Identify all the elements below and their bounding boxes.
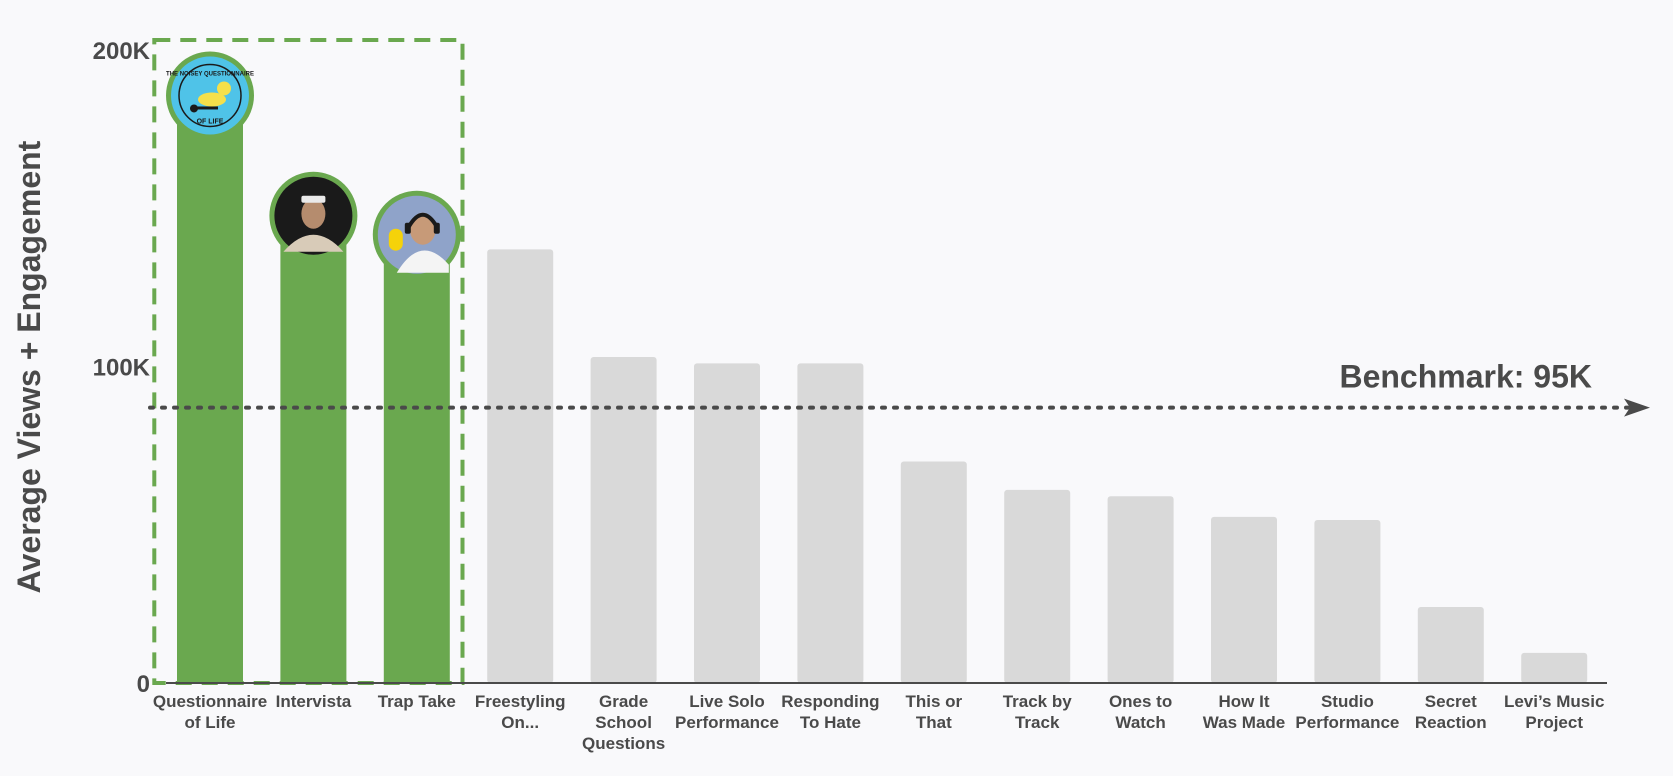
- category-label: Secret Reaction: [1415, 692, 1487, 732]
- bars-group: [177, 97, 1588, 684]
- benchmark-arrowhead: [1624, 398, 1650, 417]
- y-tick-group: 0 100K 200K: [93, 38, 151, 698]
- category-label-line: Studio: [1321, 692, 1374, 711]
- bar: [694, 363, 760, 683]
- bar: [487, 249, 554, 683]
- bar: [280, 217, 347, 683]
- logo-text-top: THE NOISEY QUESTIONNAIRE: [166, 71, 254, 77]
- category-label-line: Secret: [1425, 692, 1477, 711]
- y-tick-label: 200K: [93, 38, 151, 65]
- category-label-line: Freestyling: [475, 692, 566, 711]
- benchmark-label: Benchmark: 95K: [1339, 359, 1592, 395]
- category-label-line: This or: [905, 692, 962, 711]
- bar: [1417, 607, 1484, 683]
- intervista-person-thumbnail-icon: [269, 171, 358, 260]
- category-label-line: Levi’s Music: [1504, 692, 1604, 711]
- bar: [797, 363, 864, 683]
- y-tick-label: 0: [137, 671, 150, 698]
- trap-take-person-thumbnail-icon: [372, 190, 461, 279]
- y-axis-label: Average Views + Engagement: [11, 140, 47, 593]
- category-label: Live Solo Performance: [675, 692, 779, 732]
- category-label: Ones to Watch: [1109, 692, 1172, 732]
- category-label-line: Performance: [1295, 713, 1399, 732]
- thumbnails-group: THE NOISEY QUESTIONNAIRE OF LIFE: [166, 51, 461, 279]
- category-label-line: Questionnaire: [153, 692, 267, 711]
- category-label-line: Performance: [675, 713, 779, 732]
- category-label-line: Track: [1015, 713, 1060, 732]
- bar: [1004, 489, 1071, 683]
- category-label-line: Grade: [599, 692, 648, 711]
- y-tick-label: 100K: [93, 355, 151, 382]
- category-label-line: Trap Take: [378, 692, 456, 711]
- category-label-line: That: [916, 713, 952, 732]
- bar: [177, 97, 243, 684]
- category-label-line: To Hate: [800, 713, 861, 732]
- category-label-line: Responding: [781, 692, 879, 711]
- benchmark-group: Benchmark: 95K: [148, 359, 1650, 417]
- category-label: This or That: [905, 692, 962, 732]
- category-label: Intervista: [276, 692, 352, 711]
- bar: [590, 357, 657, 683]
- category-label-line: Questions: [582, 734, 665, 753]
- category-label-line: Project: [1525, 713, 1583, 732]
- logo-text-bottom: OF LIFE: [197, 118, 224, 125]
- category-label: How It Was Made: [1203, 692, 1286, 732]
- category-label-line: Intervista: [276, 692, 352, 711]
- bar: [900, 461, 967, 683]
- category-label-line: Reaction: [1415, 713, 1487, 732]
- category-label-line: How It: [1219, 692, 1270, 711]
- category-label: Levi’s Music Project: [1504, 692, 1604, 732]
- category-label: Questionnaire of Life: [153, 692, 267, 732]
- category-label: Grade School Questions: [582, 692, 665, 753]
- category-label: Track by Track: [1003, 692, 1073, 732]
- bar: [383, 236, 450, 684]
- category-label-line: Live Solo: [689, 692, 765, 711]
- category-labels-group: Questionnaire of Life Intervista Trap Take F…: [153, 692, 1605, 753]
- bar: [1107, 496, 1174, 683]
- bar: [1211, 516, 1277, 683]
- category-label-line: Ones to: [1109, 692, 1172, 711]
- category-label: Freestyling On...: [475, 692, 566, 732]
- category-label: Trap Take: [378, 692, 456, 711]
- category-label-line: of Life: [185, 713, 236, 732]
- questionnaire-of-life-logo-icon: THE NOISEY QUESTIONNAIRE OF LIFE: [166, 51, 254, 140]
- category-label: Responding To Hate: [781, 692, 879, 732]
- category-label-line: Was Made: [1203, 713, 1286, 732]
- category-label-line: School: [595, 713, 652, 732]
- category-label-line: On...: [501, 713, 539, 732]
- category-label-line: Track by: [1003, 692, 1073, 711]
- category-label-line: Watch: [1115, 713, 1165, 732]
- category-label: Studio Performance: [1295, 692, 1399, 732]
- bar: [1314, 520, 1381, 683]
- bar: [1521, 652, 1588, 683]
- y-axis-label-group: Average Views + Engagement: [11, 140, 47, 593]
